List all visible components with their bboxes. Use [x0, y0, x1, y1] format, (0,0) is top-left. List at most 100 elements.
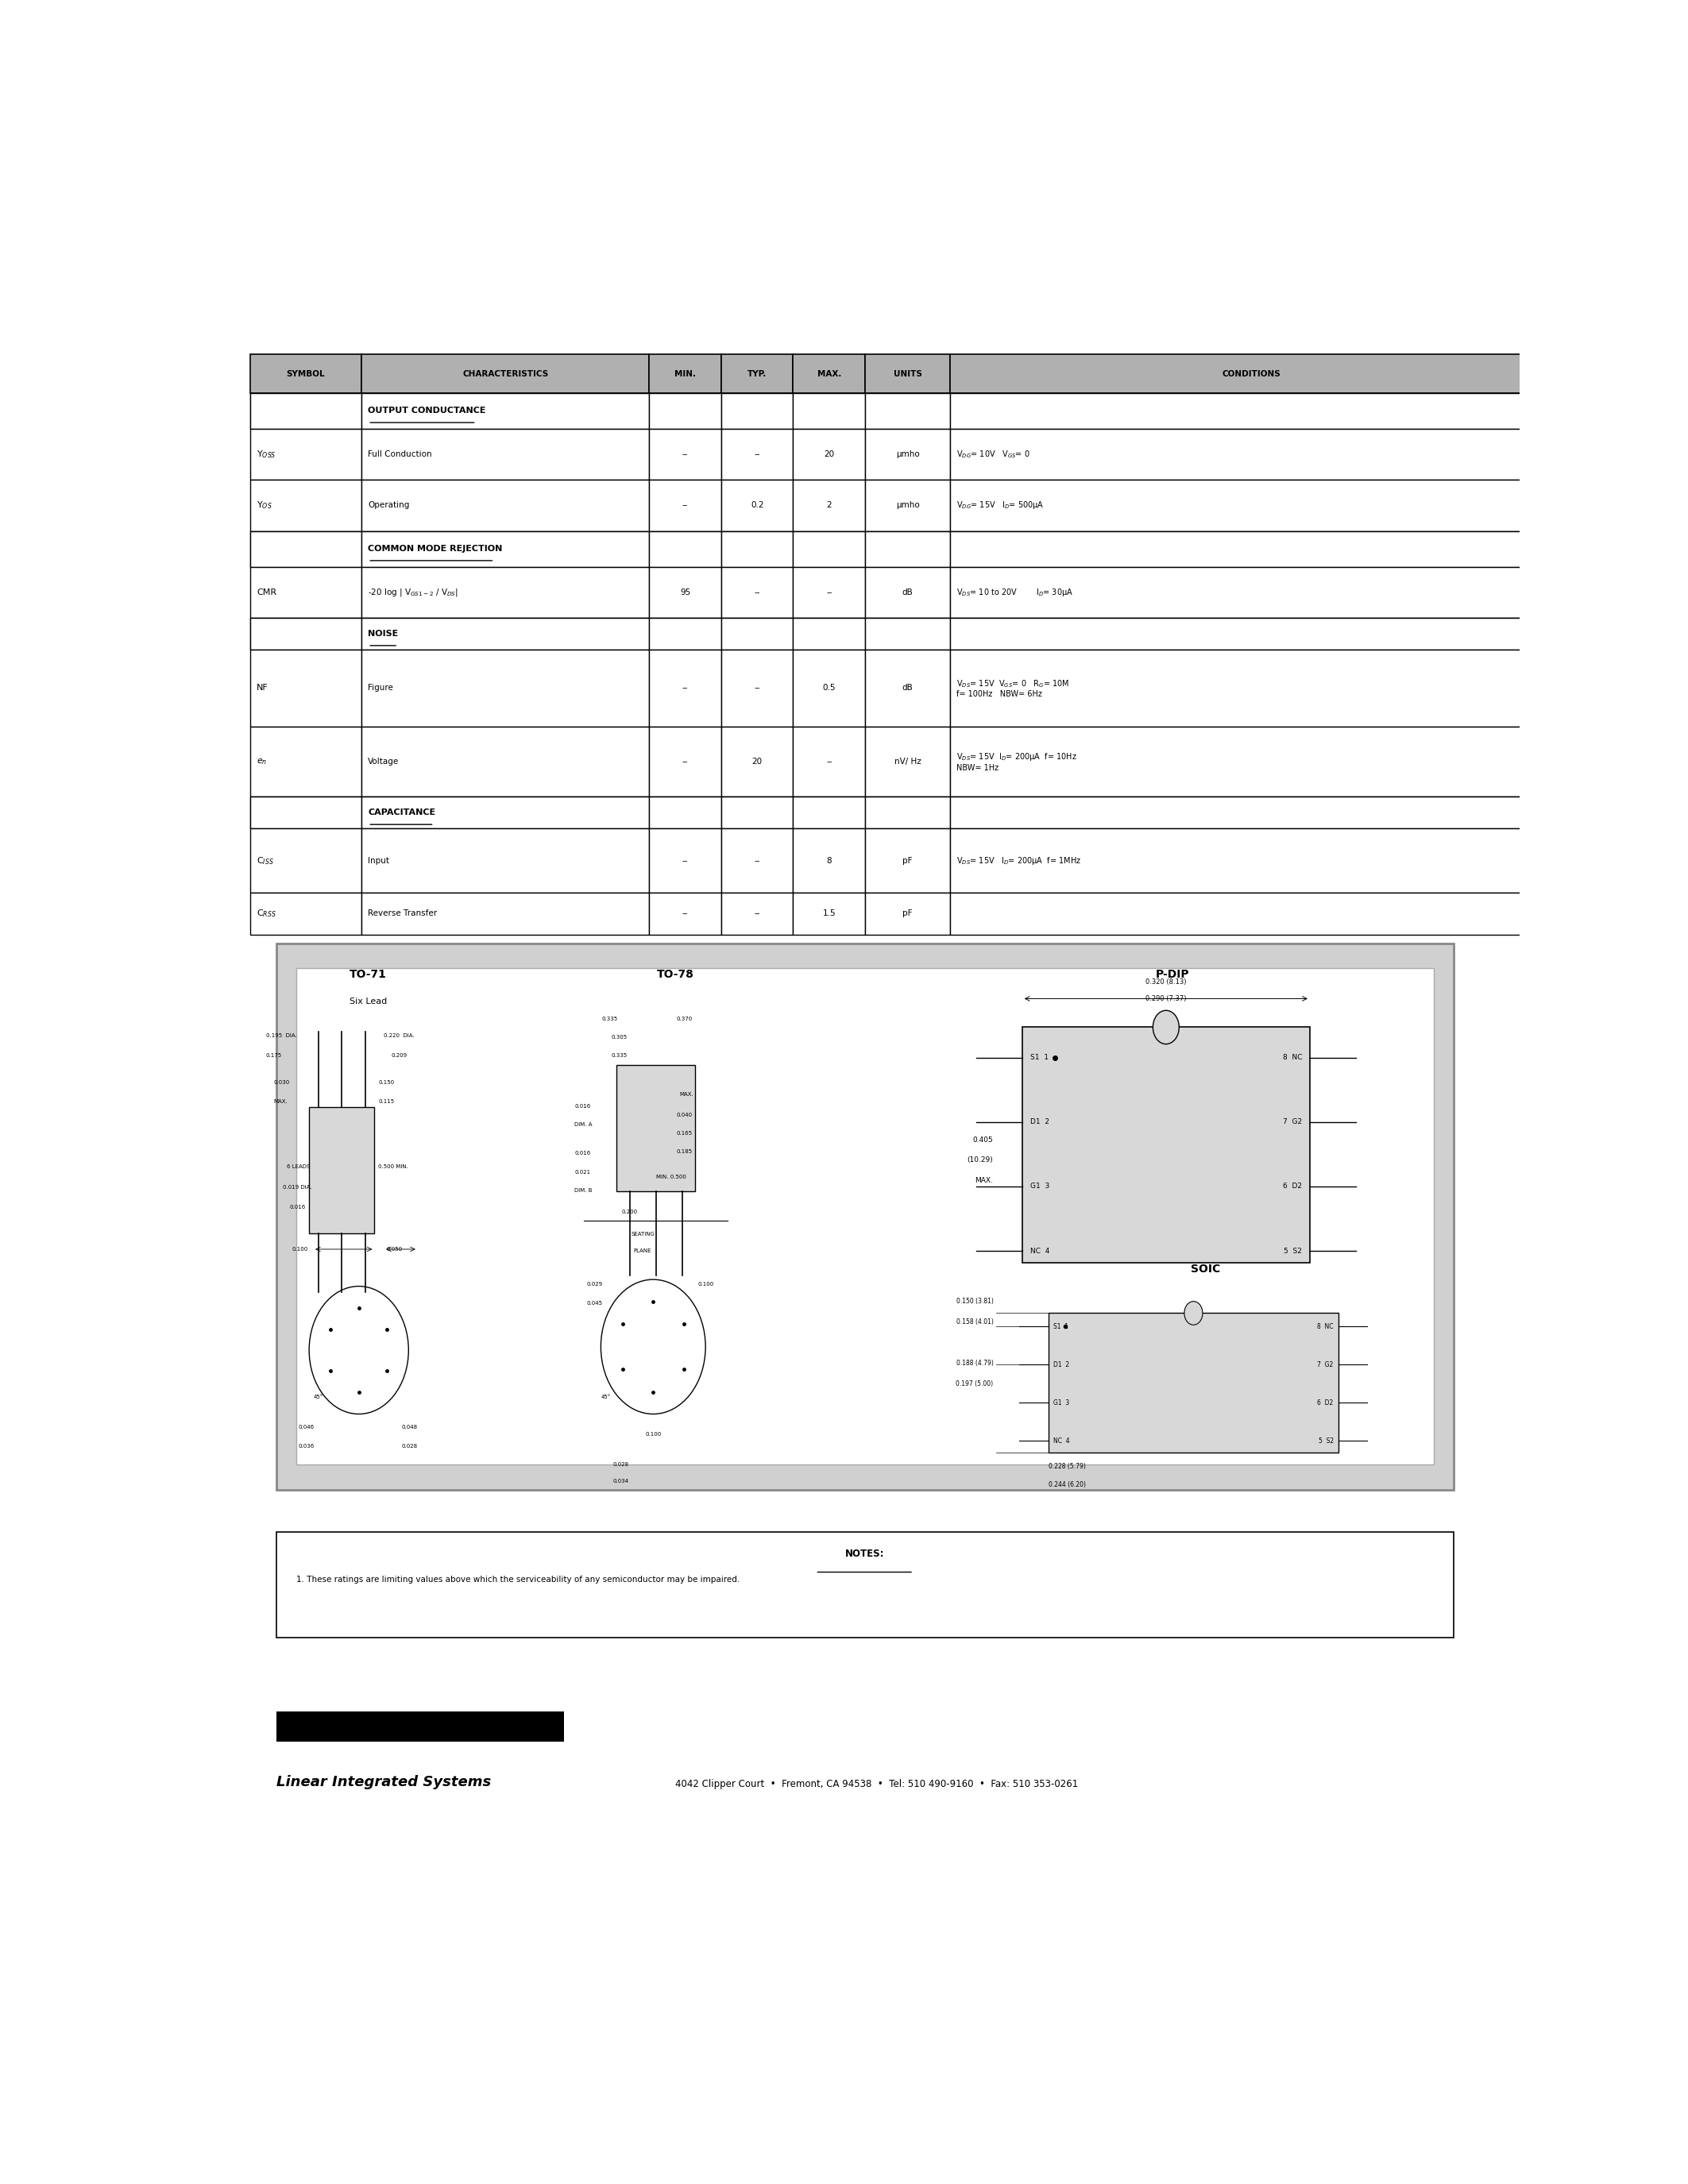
- Text: V$_{DS}$= 15V  V$_{GS}$= 0   R$_{G}$= 10M
f= 100Hz   NBW= 6Hz: V$_{DS}$= 15V V$_{GS}$= 0 R$_{G}$= 10M f…: [957, 677, 1070, 699]
- Bar: [721, 428, 793, 480]
- Text: SOIC: SOIC: [1190, 1262, 1220, 1275]
- Text: 0.050: 0.050: [387, 1247, 402, 1251]
- Text: Full Conduction: Full Conduction: [368, 450, 432, 459]
- Text: 0.5: 0.5: [822, 684, 836, 692]
- Bar: [250, 727, 361, 797]
- Text: 0.034: 0.034: [613, 1479, 628, 1483]
- Bar: [309, 1107, 375, 1234]
- Text: G1  3: G1 3: [1030, 1184, 1050, 1190]
- Text: 5  S2: 5 S2: [1318, 1437, 1334, 1444]
- Text: 0.100: 0.100: [292, 1247, 307, 1251]
- Text: MAX.: MAX.: [976, 1177, 993, 1184]
- Bar: [650, 651, 721, 727]
- Text: μmho: μmho: [896, 502, 920, 509]
- Text: 0.320 (8.13): 0.320 (8.13): [1146, 978, 1187, 985]
- Text: 0.040: 0.040: [677, 1112, 692, 1116]
- Text: 0.228 (5.79): 0.228 (5.79): [1048, 1463, 1085, 1470]
- Text: 20: 20: [824, 450, 834, 459]
- Text: --: --: [682, 758, 689, 767]
- Bar: [650, 618, 721, 651]
- Bar: [866, 618, 950, 651]
- Text: 0.197 (5.00): 0.197 (5.00): [955, 1380, 993, 1387]
- Text: 0.2: 0.2: [751, 502, 763, 509]
- Text: 0.029: 0.029: [586, 1282, 603, 1286]
- Text: NOTES:: NOTES:: [846, 1548, 885, 1559]
- Bar: [721, 797, 793, 828]
- Text: 0.030: 0.030: [273, 1081, 290, 1085]
- Text: MAX.: MAX.: [273, 1099, 289, 1103]
- Bar: [250, 393, 1551, 428]
- Bar: [866, 566, 950, 618]
- Bar: [1048, 1313, 1339, 1452]
- Text: 0.335: 0.335: [603, 1016, 618, 1022]
- Text: --: --: [682, 450, 689, 459]
- Text: MIN.: MIN.: [675, 369, 695, 378]
- Bar: [721, 480, 793, 531]
- Bar: [950, 651, 1551, 727]
- Bar: [793, 354, 866, 393]
- Bar: [793, 727, 866, 797]
- Bar: [650, 531, 721, 566]
- Bar: [250, 566, 361, 618]
- Text: C$_{ISS}$: C$_{ISS}$: [257, 856, 273, 867]
- Bar: [361, 618, 650, 651]
- Text: UNITS: UNITS: [893, 369, 922, 378]
- Bar: [866, 893, 950, 935]
- Bar: [361, 828, 650, 893]
- Text: 5  S2: 5 S2: [1285, 1247, 1301, 1254]
- Text: 8: 8: [827, 856, 832, 865]
- Bar: [650, 428, 721, 480]
- Bar: [361, 727, 650, 797]
- Text: 2: 2: [827, 502, 832, 509]
- Text: 0.036: 0.036: [299, 1444, 314, 1448]
- Text: 45°: 45°: [601, 1396, 611, 1400]
- Bar: [866, 354, 950, 393]
- Bar: [277, 943, 1453, 1489]
- Bar: [721, 531, 793, 566]
- Text: 8  NC: 8 NC: [1317, 1324, 1334, 1330]
- Bar: [250, 428, 361, 480]
- Bar: [250, 618, 1551, 651]
- Text: V$_{DS}$= 15V  I$_{D}$= 200μA  f= 10Hz
NBW= 1Hz: V$_{DS}$= 15V I$_{D}$= 200μA f= 10Hz NBW…: [957, 751, 1077, 771]
- Text: 0.100: 0.100: [645, 1433, 662, 1437]
- Text: Figure: Figure: [368, 684, 393, 692]
- Bar: [866, 727, 950, 797]
- Text: 0.115: 0.115: [378, 1099, 395, 1103]
- Bar: [277, 1531, 1453, 1638]
- Bar: [793, 480, 866, 531]
- Bar: [793, 428, 866, 480]
- Text: 0.028: 0.028: [402, 1444, 419, 1448]
- Bar: [721, 727, 793, 797]
- Bar: [866, 531, 950, 566]
- Bar: [793, 393, 866, 428]
- Bar: [793, 531, 866, 566]
- Bar: [616, 1066, 695, 1190]
- Text: MAX.: MAX.: [817, 369, 841, 378]
- Text: 0.158 (4.01): 0.158 (4.01): [955, 1317, 993, 1326]
- Text: 95: 95: [680, 587, 690, 596]
- Text: --: --: [755, 911, 760, 917]
- Bar: [250, 797, 361, 828]
- Text: 45°: 45°: [314, 1396, 322, 1400]
- Text: NC  4: NC 4: [1053, 1437, 1070, 1444]
- Text: Six Lead: Six Lead: [349, 998, 387, 1005]
- Bar: [866, 428, 950, 480]
- Text: NF: NF: [257, 684, 268, 692]
- Bar: [793, 797, 866, 828]
- Text: 20: 20: [751, 758, 763, 767]
- Bar: [650, 393, 721, 428]
- Text: --: --: [755, 587, 760, 596]
- Text: Linear Integrated Systems: Linear Integrated Systems: [277, 1776, 491, 1789]
- Text: CHARACTERISTICS: CHARACTERISTICS: [463, 369, 549, 378]
- Bar: [793, 566, 866, 618]
- Text: 0.045: 0.045: [586, 1302, 603, 1306]
- Text: V$_{DS}$= 10 to 20V        I$_{D}$= 30μA: V$_{DS}$= 10 to 20V I$_{D}$= 30μA: [957, 587, 1074, 598]
- Text: PLANE: PLANE: [633, 1249, 652, 1254]
- Text: --: --: [825, 587, 832, 596]
- Bar: [866, 393, 950, 428]
- Text: nV/ Hz: nV/ Hz: [895, 758, 922, 767]
- Bar: [950, 566, 1551, 618]
- Text: 0.244 (6.20): 0.244 (6.20): [1048, 1481, 1085, 1487]
- Text: --: --: [755, 450, 760, 459]
- Bar: [250, 828, 361, 893]
